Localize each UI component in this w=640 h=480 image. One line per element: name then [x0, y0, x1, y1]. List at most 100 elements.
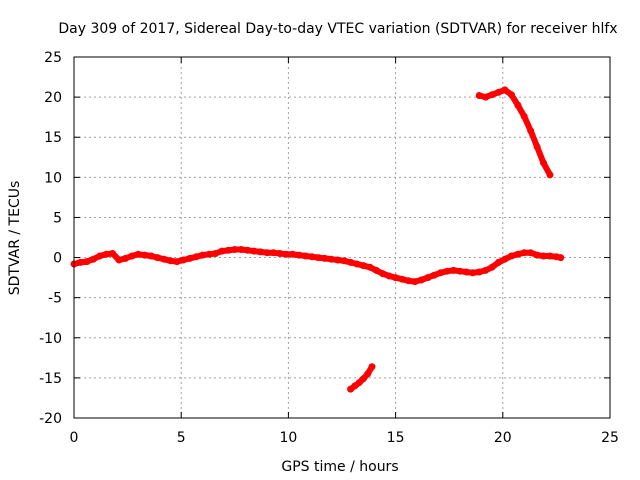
data-point	[282, 250, 290, 258]
data-point	[128, 252, 136, 260]
data-point	[269, 249, 277, 257]
y-tick-label: -5	[48, 291, 62, 307]
data-point	[257, 248, 264, 256]
data-point	[115, 256, 123, 264]
data-point	[160, 255, 168, 263]
data-point	[321, 254, 329, 262]
data-point	[89, 255, 97, 263]
data-point	[540, 252, 547, 260]
data-point	[488, 263, 496, 271]
y-tick-label: 10	[44, 170, 62, 186]
data-point	[224, 246, 232, 254]
data-point	[495, 258, 502, 266]
data-point	[76, 258, 84, 266]
data-point	[443, 267, 451, 275]
data-point	[154, 254, 162, 262]
data-point	[364, 370, 372, 378]
data-point	[276, 250, 284, 257]
data-point	[417, 276, 425, 284]
data-point	[314, 254, 322, 262]
data-point	[199, 251, 207, 259]
data-point	[488, 91, 496, 99]
data-point	[482, 93, 490, 101]
data-point	[359, 375, 367, 383]
data-point	[347, 258, 355, 266]
data-point	[186, 254, 194, 262]
data-point	[250, 247, 258, 255]
data-point	[514, 250, 522, 258]
x-tick-label: 15	[387, 430, 405, 446]
data-point	[192, 253, 200, 261]
data-point	[134, 250, 142, 258]
data-point	[96, 252, 104, 260]
data-point	[289, 250, 297, 258]
data-series	[70, 86, 565, 393]
x-axis-label: GPS time / hours	[281, 459, 398, 475]
data-point	[527, 127, 535, 135]
data-point	[540, 159, 547, 167]
y-tick-label: -15	[39, 371, 62, 387]
data-point	[167, 257, 174, 265]
y-tick-label: 5	[53, 210, 62, 226]
data-point	[398, 275, 406, 283]
data-point	[372, 266, 380, 274]
data-point	[557, 254, 565, 262]
plot-frame	[73, 56, 611, 419]
data-point	[212, 250, 219, 257]
data-point	[218, 247, 226, 255]
data-point	[546, 252, 554, 260]
data-point	[308, 253, 316, 261]
data-point	[520, 112, 528, 120]
data-point	[385, 272, 393, 280]
y-tick-label: 15	[44, 130, 62, 146]
data-point	[368, 363, 376, 371]
data-point	[173, 258, 181, 266]
data-point	[475, 268, 483, 276]
data-point	[520, 249, 528, 257]
x-tick-label: 5	[177, 430, 186, 446]
y-axis-label: SDTVAR / TECUs	[7, 181, 23, 296]
data-point	[334, 256, 342, 264]
data-point	[462, 268, 470, 276]
data-point	[141, 251, 149, 259]
data-point	[392, 274, 400, 282]
x-tick-label: 0	[70, 430, 79, 446]
data-point	[514, 101, 522, 109]
x-tick-label: 25	[601, 430, 619, 446]
data-point	[405, 277, 412, 285]
data-point	[501, 255, 509, 263]
data-point	[437, 269, 445, 277]
data-point	[340, 257, 348, 265]
data-point	[102, 250, 110, 258]
data-point	[450, 266, 457, 274]
data-point	[327, 255, 335, 263]
series-main-trace	[70, 246, 565, 286]
data-point	[302, 252, 310, 260]
data-point	[179, 256, 187, 264]
data-point	[205, 250, 213, 258]
chart-title: Day 309 of 2017, Sidereal Day-to-day VTE…	[58, 21, 617, 37]
y-tick-label: 25	[44, 50, 62, 66]
data-point	[263, 249, 271, 257]
data-point	[109, 250, 117, 257]
axis-ticks	[73, 56, 611, 419]
series-line	[476, 86, 553, 178]
y-tick-label: -10	[39, 331, 62, 347]
data-point	[237, 246, 245, 253]
data-point	[469, 269, 477, 277]
data-point	[533, 143, 541, 151]
data-point	[244, 246, 252, 254]
data-point	[411, 278, 419, 286]
data-point	[533, 251, 541, 259]
data-point	[379, 270, 387, 278]
data-point	[507, 91, 515, 99]
x-tick-label: 20	[494, 430, 512, 446]
data-point	[122, 254, 129, 262]
data-point	[231, 246, 239, 253]
data-point	[507, 252, 515, 260]
data-point	[430, 271, 438, 279]
data-point	[359, 262, 367, 270]
data-point	[482, 266, 490, 274]
series-upper-trace	[475, 86, 554, 179]
